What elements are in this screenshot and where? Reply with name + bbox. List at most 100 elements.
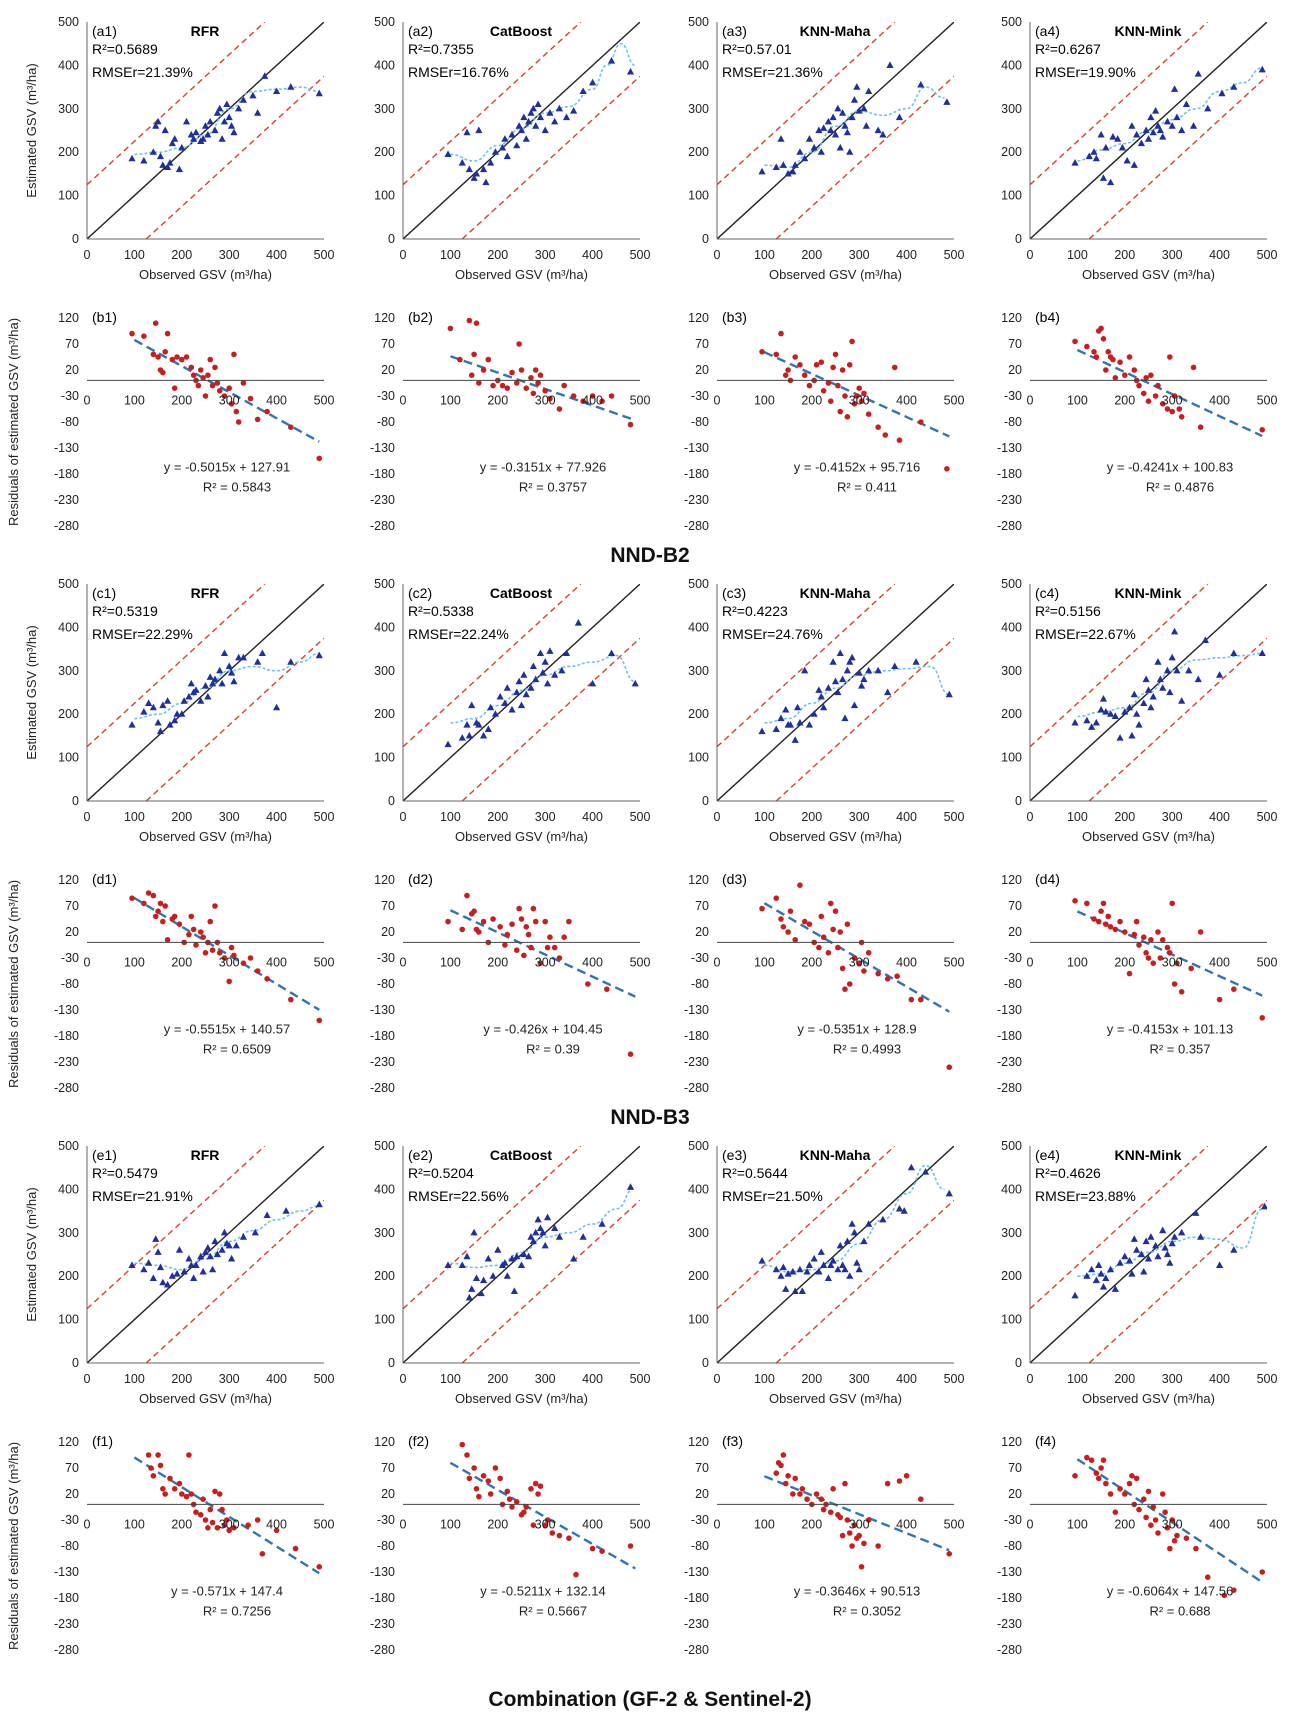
panel-id: (c2) xyxy=(408,585,432,601)
x-tick-label: 0 xyxy=(714,248,721,262)
residual-point xyxy=(162,349,169,355)
residual-point xyxy=(1100,336,1107,342)
data-point xyxy=(175,165,184,173)
y-tick-label: 100 xyxy=(688,751,709,765)
data-point xyxy=(1230,649,1238,657)
x-tick-label: 500 xyxy=(314,1517,335,1531)
residual-point xyxy=(464,892,470,899)
residual-point xyxy=(816,944,822,951)
r2-value: R²=0.5479 xyxy=(92,1165,158,1181)
data-point xyxy=(532,1228,540,1236)
residual-point xyxy=(216,1491,223,1497)
data-point xyxy=(1163,117,1172,125)
trend-line xyxy=(450,355,636,422)
residual-point xyxy=(247,955,254,961)
residual-point xyxy=(228,401,235,407)
y-tick-label: -80 xyxy=(1004,977,1022,991)
data-point xyxy=(1144,1254,1153,1262)
data-point xyxy=(487,159,495,166)
data-point xyxy=(484,725,492,732)
plot-area xyxy=(1030,584,1267,801)
residual-point xyxy=(1136,382,1142,389)
data-point xyxy=(159,701,167,709)
data-point xyxy=(444,740,452,748)
x-tick-label: 400 xyxy=(582,1517,603,1531)
lower-bound-line xyxy=(461,1199,640,1363)
y-tick-label: -180 xyxy=(370,467,395,481)
x-axis-label: Observed GSV (m³/ha) xyxy=(455,1391,588,1406)
estimated-ylabel: Estimated GSV (m³/ha) xyxy=(24,63,39,197)
data-point xyxy=(532,675,540,683)
data-point xyxy=(789,167,797,175)
residual-point xyxy=(1188,965,1194,972)
x-tick-label: 400 xyxy=(266,1517,287,1531)
x-tick-label: 200 xyxy=(1114,1372,1135,1386)
x-axis-label: Observed GSV (m³/ha) xyxy=(769,267,902,282)
residual-point xyxy=(542,918,548,925)
residual-point xyxy=(1150,960,1157,966)
residual-point xyxy=(1140,1496,1147,1502)
y-tick-label: 120 xyxy=(58,1435,79,1449)
data-point xyxy=(536,1224,545,1232)
x-axis-label: Observed GSV (m³/ha) xyxy=(1082,1391,1215,1406)
data-point xyxy=(475,126,483,134)
residual-point xyxy=(528,1486,534,1492)
residual-point xyxy=(155,354,161,360)
residual-point xyxy=(1131,367,1138,373)
data-point xyxy=(570,1254,578,1262)
data-point xyxy=(758,167,766,175)
lower-bound-line xyxy=(775,1199,954,1363)
panel-d2: 120 70 20 -30 -80 -130 -180 -230 -280 0 100 200 300 4… xyxy=(370,871,651,1095)
data-point xyxy=(1163,666,1172,674)
x-tick-label: 500 xyxy=(630,393,651,407)
x-tick-label: 200 xyxy=(1114,1517,1135,1531)
residual-point xyxy=(891,364,898,371)
x-tick-label: 0 xyxy=(1027,955,1034,969)
data-point xyxy=(817,692,825,700)
residual-point xyxy=(806,921,813,927)
residual-point xyxy=(1112,375,1119,381)
x-tick-label: 300 xyxy=(219,810,240,824)
one-to-one-line xyxy=(1030,22,1267,239)
data-point xyxy=(1178,1228,1186,1236)
residual-point xyxy=(627,421,634,428)
plot-area xyxy=(1030,22,1267,239)
data-point xyxy=(479,165,488,173)
x-tick-label: 100 xyxy=(754,810,775,824)
data-point xyxy=(843,666,851,674)
x-tick-label: 0 xyxy=(714,1517,721,1531)
data-point xyxy=(1156,126,1164,134)
residual-point xyxy=(835,382,841,389)
plot-area xyxy=(87,22,324,239)
residual-point xyxy=(1112,1509,1119,1515)
residual-point xyxy=(535,1491,541,1497)
y-tick-label: -180 xyxy=(54,467,79,481)
residual-point xyxy=(1084,900,1090,907)
panel-id: (b4) xyxy=(1035,309,1060,325)
one-to-one-line xyxy=(87,584,324,801)
x-tick-label: 0 xyxy=(1027,1372,1034,1386)
y-tick-label: -180 xyxy=(54,1029,79,1043)
r2-value: R²=0.5689 xyxy=(92,41,158,57)
residual-point xyxy=(1159,937,1166,943)
data-point xyxy=(1261,1202,1267,1210)
data-point xyxy=(261,72,269,79)
data-point xyxy=(1130,1235,1138,1242)
residual-point xyxy=(1221,1592,1228,1599)
residual-point xyxy=(861,1540,867,1547)
data-point xyxy=(860,675,868,683)
residual-point xyxy=(518,916,525,922)
residual-point xyxy=(513,380,520,386)
data-point xyxy=(225,1241,233,1249)
data-point xyxy=(562,113,571,121)
residual-point xyxy=(837,929,844,935)
residual-point xyxy=(473,1486,480,1492)
data-point xyxy=(900,1207,908,1214)
x-tick-label: 200 xyxy=(801,810,822,824)
x-tick-label: 500 xyxy=(314,248,335,262)
residual-point xyxy=(785,1473,791,1479)
panel-id: (d1) xyxy=(92,871,117,887)
data-point xyxy=(817,1248,825,1255)
residual-point xyxy=(1143,1514,1149,1521)
x-tick-label: 400 xyxy=(1209,1517,1230,1531)
